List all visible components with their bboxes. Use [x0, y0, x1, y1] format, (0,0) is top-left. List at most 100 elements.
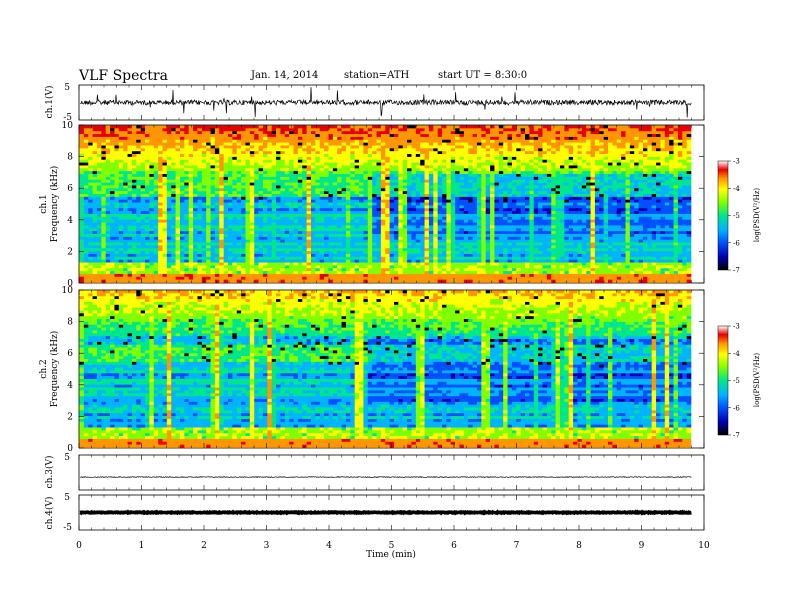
psd-cell	[114, 159, 120, 163]
psd-cell	[455, 128, 460, 132]
psd-cell	[280, 208, 286, 212]
psd-cell	[188, 151, 194, 155]
psd-cell	[625, 222, 631, 226]
psd-cell	[297, 194, 303, 198]
psd-cell	[345, 165, 351, 169]
psd-cell	[236, 145, 242, 149]
psd-cell	[686, 213, 692, 218]
psd-cell	[315, 225, 321, 229]
psd-cell	[450, 151, 456, 155]
psd-cell	[402, 194, 408, 198]
psd-cell	[79, 213, 85, 218]
psd-cell	[463, 185, 469, 189]
psd-cell	[359, 176, 364, 181]
psd-cell	[372, 205, 377, 209]
psd-cell	[677, 202, 683, 206]
psd-cell	[673, 162, 679, 166]
psd-cell	[603, 136, 609, 141]
psd-cell	[568, 148, 574, 152]
psd-cell	[503, 222, 508, 226]
psd-cell	[638, 185, 644, 189]
psd-cell	[179, 142, 185, 146]
psd-cell	[573, 188, 578, 192]
psd-cell	[284, 151, 290, 155]
psd-cell	[271, 216, 277, 220]
psd-cell	[337, 156, 342, 161]
psd-cell	[450, 134, 456, 138]
psd-cell	[577, 151, 583, 155]
psd-cell	[245, 159, 251, 163]
psd-cell	[179, 185, 185, 189]
psd-cell	[232, 148, 238, 152]
psd-cell	[367, 171, 373, 175]
psd-cell	[603, 216, 609, 220]
psd-cell	[145, 134, 150, 138]
psd-cell	[498, 125, 504, 129]
psd-cell	[372, 174, 377, 178]
psd-cell	[525, 136, 530, 141]
psd-cell	[446, 131, 452, 135]
psd-cell	[153, 159, 159, 163]
psd-cell	[529, 205, 535, 209]
psd-cell	[590, 211, 596, 215]
psd-cell	[276, 182, 281, 186]
psd-cell	[559, 145, 565, 149]
psd-cell	[389, 225, 395, 229]
psd-cell	[284, 145, 290, 149]
psd-cell	[101, 202, 107, 206]
psd-cell	[149, 194, 155, 198]
psd-cell	[555, 128, 561, 132]
psd-cell	[573, 191, 578, 195]
psd-cell	[442, 216, 447, 220]
psd-cell	[564, 148, 569, 152]
psd-cell	[162, 168, 168, 172]
psd-cell	[228, 222, 233, 226]
psd-cell	[573, 156, 578, 161]
psd-cell	[498, 188, 504, 192]
psd-cell	[324, 168, 329, 172]
psd-cell	[494, 199, 500, 203]
psd-cell	[350, 225, 355, 229]
psd-cell	[603, 151, 609, 155]
psd-cell	[673, 176, 679, 181]
psd-cell	[669, 156, 674, 161]
psd-cell	[529, 134, 535, 138]
psd-cell	[673, 148, 679, 152]
psd-cell	[468, 168, 473, 172]
psd-cell	[311, 202, 316, 206]
psd-cell	[389, 174, 395, 178]
psd-cell	[367, 176, 373, 181]
psd-cell	[197, 125, 203, 129]
psd-cell	[363, 213, 369, 218]
psd-cell	[96, 148, 102, 152]
psd-cell	[442, 139, 447, 143]
psd-cell	[158, 145, 163, 149]
psd-cell	[188, 222, 194, 226]
psd-cell	[245, 194, 251, 198]
psd-cell	[625, 168, 631, 172]
psd-cell	[634, 185, 639, 189]
psd-cell	[297, 148, 303, 152]
psd-cell	[642, 156, 648, 161]
psd-cell	[686, 139, 692, 143]
psd-cell	[228, 139, 233, 143]
psd-cell	[127, 194, 133, 198]
psd-cell	[529, 194, 535, 198]
psd-cell	[258, 196, 264, 201]
psd-cell	[503, 154, 508, 158]
psd-cell	[533, 211, 539, 215]
psd-cell	[140, 199, 146, 203]
psd-cell	[345, 145, 351, 149]
psd-cell	[149, 142, 155, 146]
psd-cell	[542, 205, 548, 209]
psd-cell	[153, 225, 159, 229]
psd-cell	[555, 148, 561, 152]
psd-cell	[350, 165, 355, 169]
psd-cell	[446, 136, 452, 141]
psd-cell	[608, 202, 613, 206]
psd-cell	[450, 211, 456, 215]
psd-cell	[642, 222, 648, 226]
psd-cell	[280, 134, 286, 138]
psd-cell	[193, 131, 198, 135]
psd-cell	[608, 179, 613, 183]
